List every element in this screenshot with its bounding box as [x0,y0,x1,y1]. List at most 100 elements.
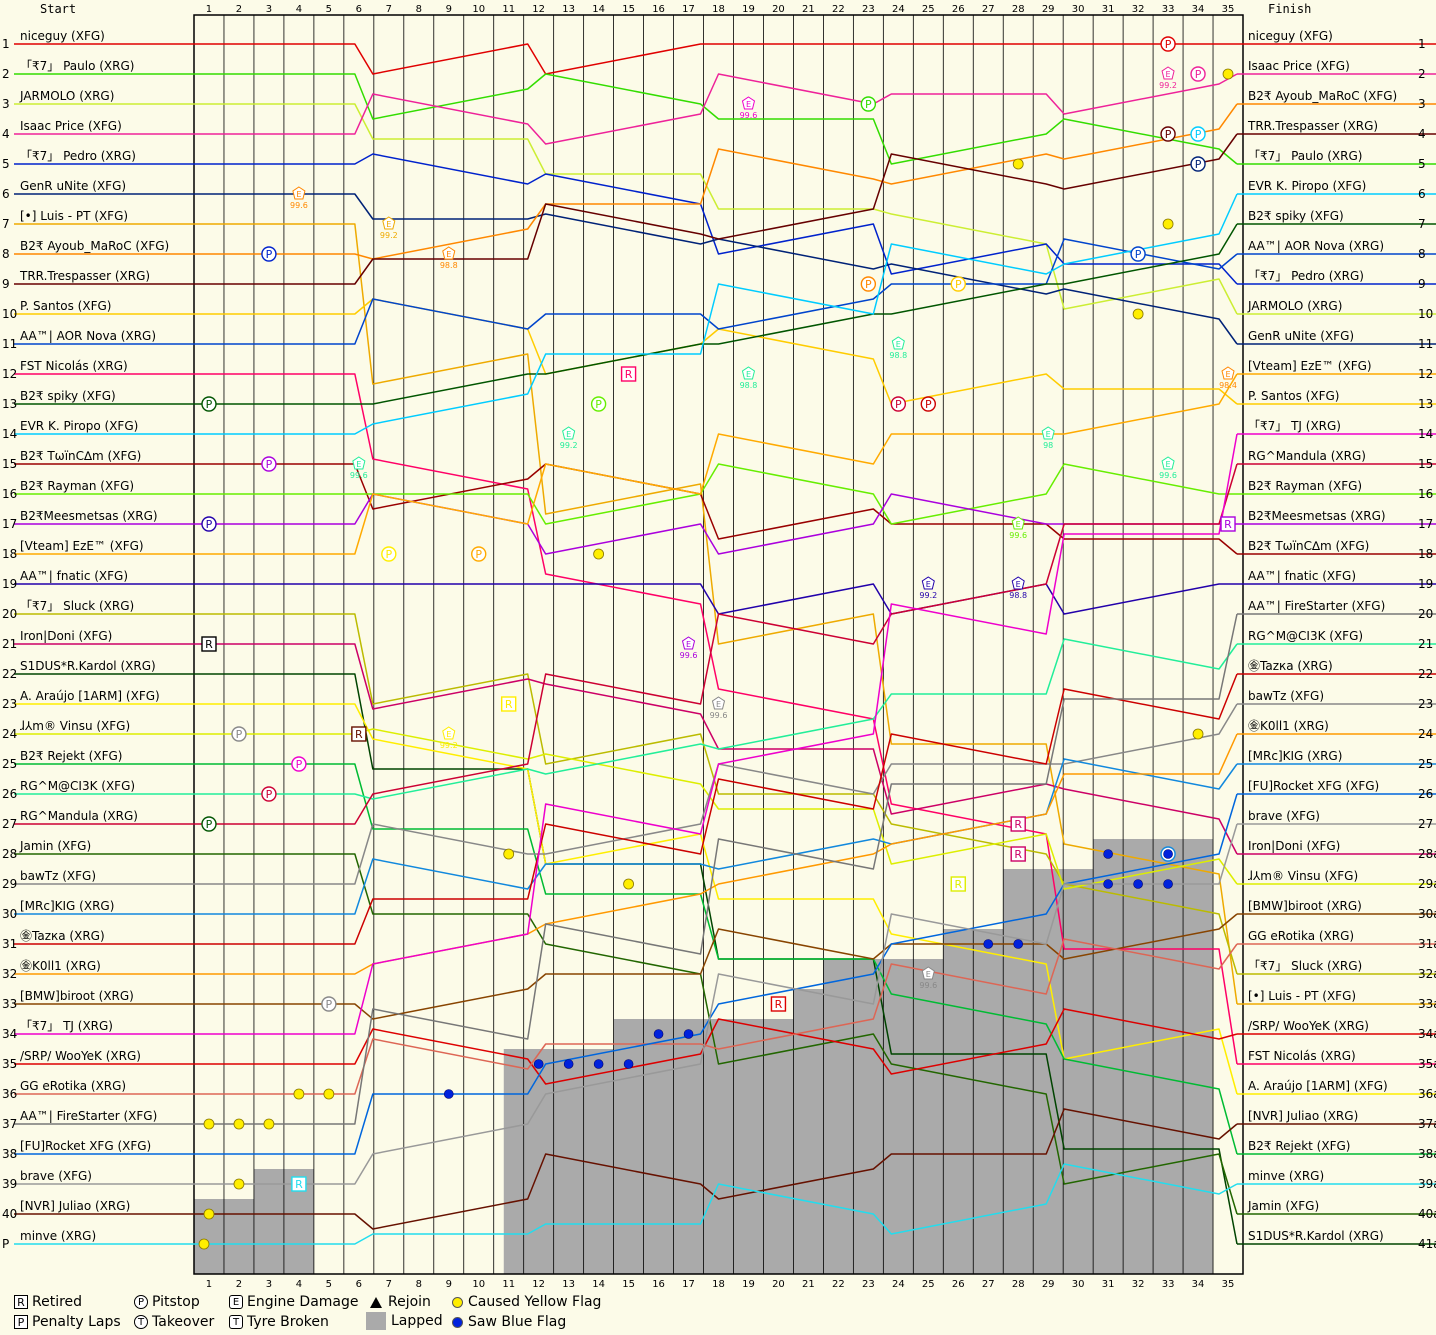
yellow-flag-dot [233,1118,245,1130]
start-driver-name: 「₹7」 TJ (XRG) [20,1019,113,1033]
lap-tick-bottom: 18 [712,1279,725,1290]
lap-tick-top: 22 [832,4,845,15]
lap-tick-top: 7 [386,4,392,15]
engine-damage-marker [382,216,396,230]
pitstop-marker-letter: P [1195,68,1202,81]
start-driver-name: TRR.Trespasser (XRG) [19,269,150,283]
start-driver-name: B2₹ Ayoub_MaRoC (XFG) [20,239,169,253]
start-position-number: 15 [2,457,17,471]
pitstop-marker [201,816,217,832]
start-driver-name: [Vteam] EzE™ (XFG) [20,539,144,553]
finish-driver-name: RG^Mandula (XRG) [1248,449,1366,463]
legend-rejoin: Rejoin [370,1294,431,1310]
finish-position-number: 2 [1418,67,1426,81]
legend-retired: R Retired [14,1294,82,1310]
finish-position-number: 13 [1418,397,1433,411]
driver-trace [200,1108,1238,1230]
pitstop-marker-letter: P [385,548,392,561]
yellow-flag-dot [203,1118,215,1130]
start-driver-name: [FU]Rocket XFG (XFG) [20,1139,151,1153]
engine-damage-marker [1041,426,1055,440]
lap-tick-top: 24 [892,4,905,15]
driver-trace [200,1008,1238,1085]
retired-marker [501,696,517,712]
engine-damage-value: 99.2 [440,741,458,750]
driver-trace [200,613,1238,1125]
lap-tick-bottom: 11 [502,1279,515,1290]
start-position-number: 34 [2,1027,17,1041]
yellow-flag-dot [1222,68,1234,80]
lap-tick-bottom: 23 [862,1279,875,1290]
pitstop-marker-letter: P [475,548,482,561]
lap-tick-bottom: 20 [772,1279,785,1290]
start-position-number: 27 [2,817,17,831]
lap-tick-bottom: 26 [952,1279,965,1290]
lap-tick-bottom: 14 [592,1279,605,1290]
lap-tick-top: 15 [622,4,635,15]
finish-position-number: 7 [1418,217,1426,231]
start-position-number: 18 [2,547,17,561]
finish-position-number: 14 [1418,427,1433,441]
lap-tick-top: 35 [1222,4,1235,15]
retired-marker [620,366,637,382]
finish-driver-name: AA™| FireStarter (XFG) [1248,599,1385,613]
yellow-flag-icon [452,1296,463,1308]
legend-engine: E Engine Damage [229,1294,359,1310]
pitstop-marker-letter: P [895,398,902,411]
start-header: Start [40,2,76,16]
lap-tick-top: 18 [712,4,725,15]
start-driver-name: /SRP/ WooYeK (XRG) [20,1049,141,1063]
finish-driver-name: GenR uNite (XFG) [1248,329,1354,343]
start-driver-name: S1DUS*R.Kardol (XRG) [20,659,156,673]
event-markers: PPPPPPPPPPPPPPPPPPPPPPPPRRRRRRRRRRE99.6E… [198,36,1237,1250]
lap-tick-bottom: 9 [446,1279,452,1290]
engine-damage-letter: E [1046,430,1051,439]
finish-driver-name: FST Nicolás (XRG) [1248,1049,1356,1063]
driver-trace [200,73,1238,145]
lap-tick-bottom: 33 [1162,1279,1175,1290]
lap-tick-bottom: 31 [1102,1279,1115,1290]
start-driver-name: AA™| fnatic (XFG) [20,569,128,583]
start-driver-name: A. Araújo [1ARM] (XFG) [20,689,160,703]
pitstop-marker [231,726,247,742]
pitstop-marker-letter: P [236,728,243,741]
lap-tick-bottom: 13 [562,1279,575,1290]
finish-position-number: 22 [1418,667,1433,681]
finish-position-number: 6 [1418,187,1426,201]
finish-position-number: 18 [1418,547,1433,561]
lap-tick-top: 4 [296,4,302,15]
finish-driver-name: 「₹7」 Sluck (XRG) [1248,959,1362,973]
retired-marker [291,1176,307,1192]
legend: R Retired P Penalty Laps P Pitstop T Tak… [14,1294,714,1334]
finish-driver-name: B2₹ spiky (XFG) [1248,209,1344,223]
start-driver-name: [•] Luis - PT (XFG) [20,209,128,223]
pitstop-marker-letter: P [865,98,872,111]
pitstop-marker [471,546,487,562]
yellow-flag-dot [263,1118,275,1130]
driver-trace [200,223,1238,405]
driver-trace [200,1163,1238,1245]
lap-tick-top: 2 [236,4,242,15]
start-position-number: 2 [2,67,10,81]
pitstop-marker [1190,66,1206,82]
blue-flag-dot [593,1059,604,1069]
lap-tick-bottom: 15 [622,1279,635,1290]
engine-damage-marker [442,246,456,260]
start-driver-name: Jamin (XFG) [19,839,91,853]
finish-position-number: 8 [1418,247,1426,261]
finish-position-number: 9 [1418,277,1426,291]
lap-tick-top: 31 [1102,4,1115,15]
engine-damage-letter: E [896,340,901,349]
legend-lapped-label: Lapped [391,1313,443,1329]
tyre-icon: T [229,1315,243,1329]
engine-damage-value: 98.8 [889,351,907,360]
finish-driver-name: 「₹7」 TJ (XRG) [1248,419,1341,433]
retired-marker [770,996,787,1012]
pitstop-marker-letter: P [266,788,273,801]
start-position-number: 3 [2,97,10,111]
start-driver-name: 「₹7」 Sluck (XRG) [20,599,134,613]
lap-tick-top: 34 [1192,4,1205,15]
finish-position-number: 26 [1418,787,1433,801]
engine-damage-letter: E [1225,370,1230,379]
finish-position-number: 41a [1418,1237,1436,1251]
